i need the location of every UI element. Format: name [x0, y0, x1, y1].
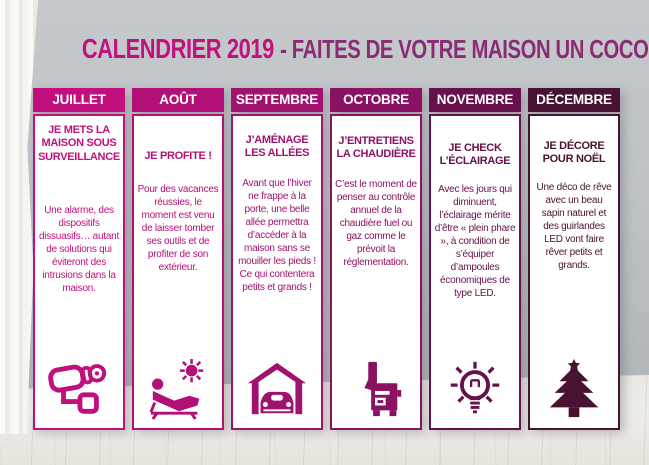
- month-description: Avec les jours qui diminuent, l’éclairag…: [434, 183, 516, 299]
- month-header: NOVEMBRE: [429, 88, 521, 112]
- month-column: AOÛT JE PROFITE ! Pour des vacances réus…: [132, 88, 224, 430]
- month-card: J’AMÉNAGE LES ALLÉES Avant que l’hiver n…: [231, 114, 323, 430]
- month-subtitle: JE DÉCORE POUR NOËL: [542, 140, 606, 166]
- month-subtitle: J’ENTRETIENS LA CHAUDIÈRE: [336, 135, 416, 161]
- month-column: SEPTEMBRE J’AMÉNAGE LES ALLÉES Avant que…: [231, 88, 323, 430]
- months-row: JUILLET JE METS LA MAISON SOUS SURVEILLA…: [33, 88, 620, 430]
- month-column: OCTOBRE J’ENTRETIENS LA CHAUDIÈRE C’est …: [330, 88, 422, 430]
- security-camera-icon: [47, 358, 111, 420]
- month-card: JE CHECK L’ÉCLAIRAGE Avec les jours qui …: [429, 114, 521, 430]
- month-header: SEPTEMBRE: [231, 88, 323, 112]
- christmas-tree-icon: [542, 358, 606, 420]
- month-card: JE METS LA MAISON SOUS SURVEILLANCE Une …: [33, 114, 125, 430]
- month-card: J’ENTRETIENS LA CHAUDIÈRE C’est le momen…: [330, 114, 422, 430]
- month-header: JUILLET: [33, 88, 125, 112]
- lightbulb-icon: [443, 358, 507, 420]
- page-title: CALENDRIER 2019- FAITES DE VOTRE MAISON …: [0, 33, 649, 65]
- month-card: JE DÉCORE POUR NOËL Une déco de rêve ave…: [528, 114, 620, 430]
- month-subtitle: J’AMÉNAGE LES ALLÉES: [244, 134, 310, 160]
- month-description: Avant que l’hiver ne frappe à la porte, …: [238, 177, 316, 293]
- month-subtitle: JE PROFITE !: [144, 150, 212, 162]
- month-description: C’est le moment de penser au contrôle an…: [335, 178, 417, 268]
- month-header: DÉCEMBRE: [528, 88, 620, 112]
- deckchair-sun-icon: [146, 358, 210, 420]
- month-column: JUILLET JE METS LA MAISON SOUS SURVEILLA…: [33, 88, 125, 430]
- month-column: NOVEMBRE JE CHECK L’ÉCLAIRAGE Avec les j…: [429, 88, 521, 430]
- garage-car-icon: [245, 358, 309, 420]
- title-calendar-year: CALENDRIER 2019: [81, 33, 274, 64]
- boiler-icon: [344, 358, 408, 420]
- month-description: Une alarme, des dispositifs dissuasifs… …: [39, 205, 119, 295]
- month-description: Une déco de rêve avec un beau sapin natu…: [536, 181, 612, 271]
- month-subtitle: JE CHECK L’ÉCLAIRAGE: [439, 142, 511, 168]
- month-card: JE PROFITE ! Pour des vacances réussies,…: [132, 114, 224, 430]
- title-tagline: - FAITES DE VOTRE MAISON UN COCON: [280, 34, 649, 64]
- month-subtitle: JE METS LA MAISON SOUS SURVEILLANCE: [38, 124, 120, 163]
- month-column: DÉCEMBRE JE DÉCORE POUR NOËL Une déco de…: [528, 88, 620, 430]
- month-header: AOÛT: [132, 88, 224, 112]
- month-header: OCTOBRE: [330, 88, 422, 112]
- month-description: Pour des vacances réussies, le moment es…: [137, 184, 219, 274]
